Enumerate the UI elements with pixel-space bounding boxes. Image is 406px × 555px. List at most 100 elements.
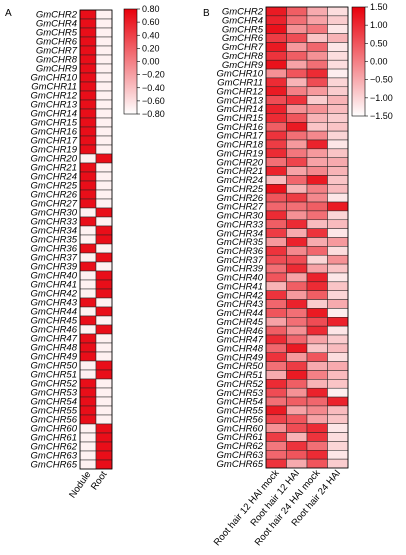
panel-a-row-label: GmCHR10: [31, 73, 78, 84]
panel-b-cell: [327, 387, 349, 398]
panel-b-row-label: GmCHR4: [222, 15, 263, 26]
panel-b-colorbar-tick-label: −1.50: [370, 111, 393, 121]
panel-a-cell: [79, 135, 97, 146]
panel-b-cell: [327, 15, 349, 25]
panel-b-cell: [265, 325, 287, 336]
panel-a-cell: [79, 252, 97, 263]
panel-a-cell: [79, 117, 97, 128]
panel-b-cell: [327, 24, 349, 34]
panel-b-cell: [286, 361, 308, 371]
panel-a-cell: [95, 36, 113, 47]
panel-a-cell: [79, 27, 97, 38]
panel-a-row-label: GmCHR30: [31, 208, 78, 219]
panel-b-cell: [286, 246, 308, 256]
panel-b-cell: [286, 192, 308, 203]
panel-b-cell: [327, 370, 349, 380]
panel-a-cell: [95, 54, 113, 65]
panel-b-cell: [286, 290, 308, 300]
panel-b-cell: [265, 228, 287, 238]
panel-a-row-label: GmCHR50: [31, 361, 78, 372]
panel-b-row-label: GmCHR27: [217, 202, 264, 213]
panel-b-colorbar-tick-label: 1.00: [370, 20, 388, 30]
panel-a-colorbar-tick-label: 0.40: [142, 30, 160, 40]
panel-a-cell: [79, 324, 97, 335]
panel-b-cell: [265, 95, 287, 105]
panel-a-row-label: GmCHR46: [31, 325, 78, 336]
panel-b-cell: [265, 6, 287, 17]
panel-a-row-label: GmCHR60: [31, 424, 78, 435]
panel-b-cell: [265, 166, 287, 176]
panel-a-cell: [95, 423, 113, 434]
panel-a-cell: [95, 279, 113, 290]
panel-a-cell: [95, 306, 113, 317]
panel-b-cell: [327, 272, 349, 283]
panel-b-cell: [265, 51, 287, 61]
panel-b-cell: [327, 86, 349, 96]
panel-a-row-label: GmCHR53: [31, 388, 78, 399]
panel-b-row-label: GmCHR26: [217, 193, 264, 204]
panel-b: GmCHR2GmCHR4GmCHR5GmCHR6GmCHR7GmCHR8GmCH…: [212, 2, 393, 548]
panel-b-cell: [286, 396, 308, 407]
panel-a-row-label: GmCHR7: [36, 46, 78, 57]
panel-a-row-label: GmCHR63: [31, 451, 78, 462]
panel-a-cell: [95, 126, 113, 137]
panel-b-cell: [306, 95, 328, 105]
panel-b-cell: [286, 441, 308, 451]
panel-b-cell: [286, 24, 308, 34]
panel-b-cell: [286, 281, 308, 291]
panel-b-cell: [286, 228, 308, 238]
panel-b-row-label: GmCHR20: [217, 157, 264, 168]
panel-b-cell: [265, 139, 287, 150]
panel-b-row-label: GmCHR19: [217, 148, 264, 159]
panel-b-cell: [327, 59, 349, 70]
panel-b-cell: [306, 352, 328, 362]
panel-b-cell: [286, 352, 308, 362]
panel-a-cell: [95, 261, 113, 272]
panel-b-cell: [286, 263, 308, 274]
panel-a-cell: [79, 441, 97, 452]
panel-label-a: A: [5, 8, 12, 19]
panel-b-cell: [286, 379, 308, 389]
panel-a-cell: [79, 198, 97, 209]
panel-b-cell: [306, 24, 328, 34]
panel-a-row-label: GmCHR41: [31, 280, 77, 291]
panel-a-cell: [79, 171, 97, 182]
panel-a-cell: [79, 342, 97, 353]
panel-b-cell: [265, 379, 287, 389]
panel-b-cell: [286, 33, 308, 43]
panel-b-cell: [327, 405, 349, 416]
panel-a-cell: [79, 288, 97, 299]
panel-a-row-label: GmCHR24: [31, 172, 77, 183]
panel-a-cell: [79, 99, 97, 110]
panel-a-row-label: GmCHR65: [31, 460, 78, 471]
panel-b-cell: [306, 379, 328, 389]
panel-b-cell: [306, 104, 328, 114]
panel-b-cell: [306, 175, 328, 185]
panel-a-colorbar-tick-label: 0.20: [142, 43, 160, 53]
panel-a-cell: [95, 459, 113, 470]
panel-b-cell: [265, 387, 287, 398]
panel-a-grid-frame: [79, 9, 113, 470]
panel-b-cell: [286, 370, 308, 380]
panel-b-cell: [327, 42, 349, 52]
panel-b-cell: [265, 237, 287, 247]
panel-b-cell: [265, 246, 287, 256]
panel-b-row-label: GmCHR17: [217, 131, 264, 142]
panel-a-cell: [79, 90, 97, 101]
panel-a-cell: [79, 306, 97, 317]
panel-b-cell: [306, 246, 328, 256]
panel-a-cell: [79, 216, 97, 227]
panel-b-cell: [265, 219, 287, 229]
panel-b-cell: [306, 166, 328, 176]
panel-a-row-label: GmCHR55: [31, 406, 78, 417]
panel-b-row-label: GmCHR42: [217, 290, 264, 301]
panel-a-cell: [95, 288, 113, 299]
panel-b-cell: [327, 184, 349, 194]
panel-b-row-label: GmCHR60: [217, 423, 264, 434]
panel-a-cell: [79, 153, 97, 164]
panel-a-cell: [95, 144, 113, 155]
panel-b-cell: [265, 317, 287, 327]
panel-a-cell: [95, 189, 113, 200]
panel-b-cell: [286, 77, 308, 88]
panel-a-cell: [95, 45, 113, 56]
